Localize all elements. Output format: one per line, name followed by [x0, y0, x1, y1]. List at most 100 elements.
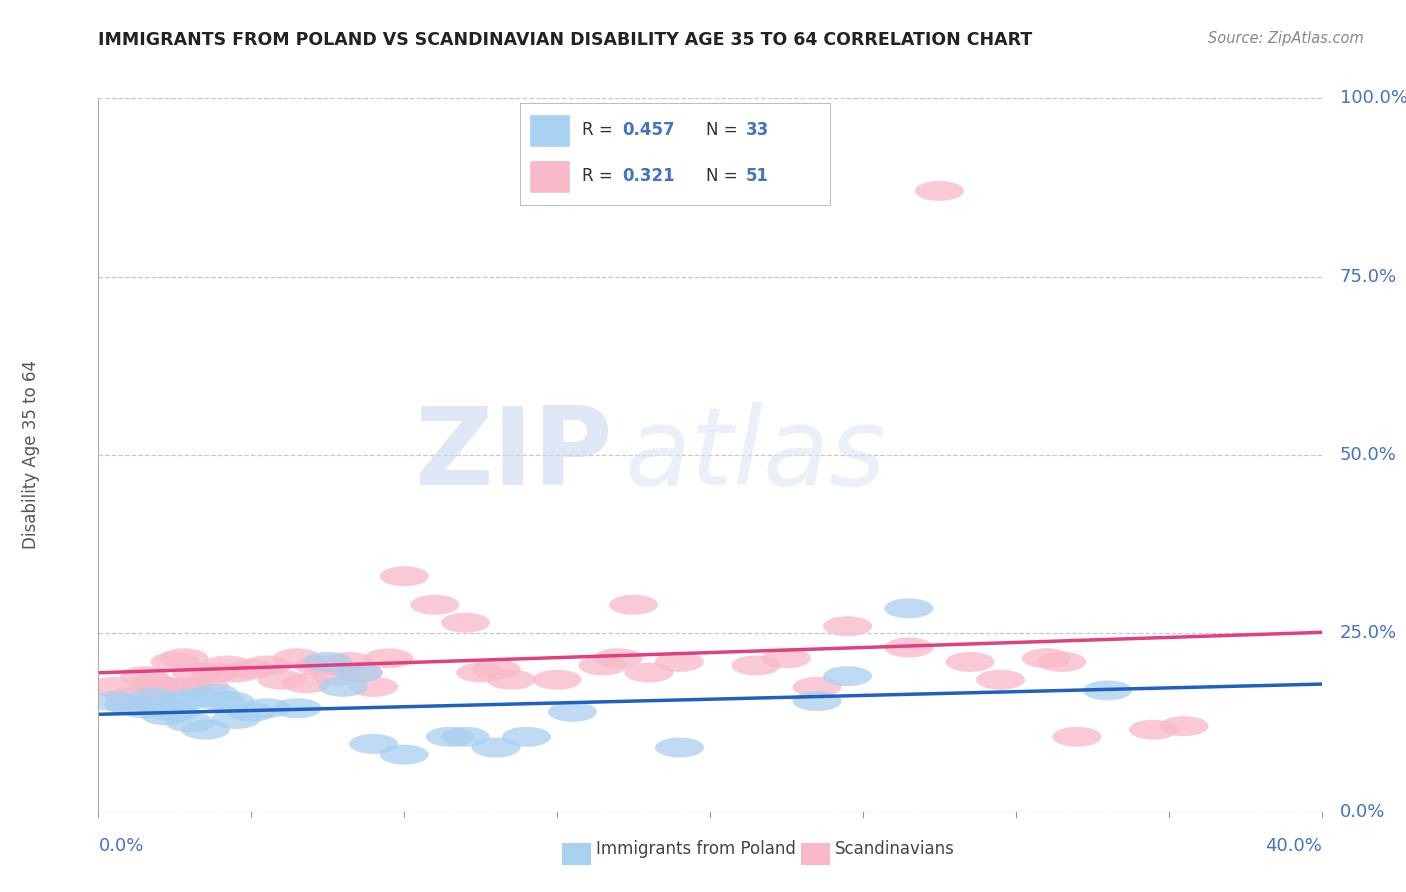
Ellipse shape [471, 659, 520, 679]
Ellipse shape [884, 599, 934, 618]
Ellipse shape [104, 688, 153, 707]
Ellipse shape [181, 720, 231, 739]
Ellipse shape [160, 648, 208, 668]
Text: Source: ZipAtlas.com: Source: ZipAtlas.com [1208, 31, 1364, 46]
Ellipse shape [486, 670, 536, 690]
Ellipse shape [593, 648, 643, 668]
Ellipse shape [273, 698, 322, 718]
Ellipse shape [578, 656, 627, 675]
Ellipse shape [135, 695, 184, 714]
Ellipse shape [166, 713, 215, 732]
Ellipse shape [1053, 727, 1101, 747]
Ellipse shape [1160, 716, 1209, 736]
Text: atlas: atlas [624, 402, 886, 508]
Ellipse shape [349, 734, 398, 754]
Text: 50.0%: 50.0% [1340, 446, 1398, 464]
Ellipse shape [190, 663, 239, 682]
Text: 33: 33 [747, 121, 769, 139]
Ellipse shape [312, 666, 361, 686]
Ellipse shape [319, 677, 367, 697]
Ellipse shape [731, 656, 780, 675]
Ellipse shape [325, 652, 374, 672]
Ellipse shape [202, 656, 252, 675]
Ellipse shape [1129, 720, 1178, 739]
Ellipse shape [141, 677, 190, 697]
Text: Scandinavians: Scandinavians [835, 840, 955, 858]
Ellipse shape [380, 745, 429, 764]
Text: 100.0%: 100.0% [1340, 89, 1406, 107]
Bar [530, 160, 569, 193]
Ellipse shape [364, 648, 413, 668]
Ellipse shape [129, 688, 179, 707]
Text: 25.0%: 25.0% [1340, 624, 1398, 642]
Ellipse shape [471, 738, 520, 757]
Ellipse shape [411, 595, 460, 615]
Ellipse shape [104, 695, 153, 714]
Text: Disability Age 35 to 64: Disability Age 35 to 64 [22, 360, 41, 549]
Ellipse shape [205, 691, 254, 711]
Ellipse shape [129, 673, 179, 693]
Ellipse shape [135, 681, 184, 700]
Text: Immigrants from Poland: Immigrants from Poland [596, 840, 796, 858]
Text: ZIP: ZIP [413, 402, 612, 508]
Ellipse shape [257, 670, 307, 690]
Ellipse shape [226, 659, 276, 679]
Ellipse shape [197, 691, 245, 711]
Ellipse shape [226, 702, 276, 722]
Ellipse shape [1038, 652, 1087, 672]
Ellipse shape [1083, 681, 1132, 700]
Text: N =: N = [706, 168, 742, 186]
Ellipse shape [349, 677, 398, 697]
Text: 0.321: 0.321 [623, 168, 675, 186]
Ellipse shape [294, 656, 343, 675]
Ellipse shape [655, 652, 704, 672]
Ellipse shape [120, 666, 169, 686]
Ellipse shape [441, 613, 489, 632]
Text: 0.0%: 0.0% [98, 837, 143, 855]
Ellipse shape [150, 702, 200, 722]
Ellipse shape [166, 677, 215, 697]
Ellipse shape [89, 677, 138, 697]
Ellipse shape [533, 670, 582, 690]
Ellipse shape [823, 616, 872, 636]
Ellipse shape [304, 656, 353, 675]
Ellipse shape [190, 684, 239, 704]
Ellipse shape [976, 670, 1025, 690]
Text: 0.0%: 0.0% [1340, 803, 1385, 821]
Ellipse shape [456, 663, 505, 682]
Ellipse shape [181, 677, 231, 697]
Ellipse shape [333, 663, 382, 682]
Ellipse shape [945, 652, 994, 672]
Ellipse shape [624, 663, 673, 682]
Ellipse shape [172, 663, 221, 682]
Ellipse shape [793, 691, 842, 711]
Ellipse shape [89, 691, 138, 711]
Ellipse shape [141, 706, 190, 725]
Text: 51: 51 [747, 168, 769, 186]
Ellipse shape [281, 673, 330, 693]
Ellipse shape [915, 181, 965, 201]
Text: 0.457: 0.457 [623, 121, 675, 139]
Ellipse shape [426, 727, 475, 747]
Ellipse shape [793, 677, 842, 697]
Ellipse shape [823, 666, 872, 686]
Bar [530, 114, 569, 146]
Text: IMMIGRANTS FROM POLAND VS SCANDINAVIAN DISABILITY AGE 35 TO 64 CORRELATION CHART: IMMIGRANTS FROM POLAND VS SCANDINAVIAN D… [98, 31, 1032, 49]
Ellipse shape [211, 709, 260, 729]
Ellipse shape [380, 566, 429, 586]
Ellipse shape [655, 738, 704, 757]
Text: 40.0%: 40.0% [1265, 837, 1322, 855]
Ellipse shape [242, 656, 291, 675]
Ellipse shape [502, 727, 551, 747]
Ellipse shape [1022, 648, 1071, 668]
Ellipse shape [242, 698, 291, 718]
Ellipse shape [172, 688, 221, 707]
Ellipse shape [333, 663, 382, 682]
Ellipse shape [211, 663, 260, 682]
Ellipse shape [548, 702, 598, 722]
Ellipse shape [441, 727, 489, 747]
Ellipse shape [120, 698, 169, 718]
Text: R =: R = [582, 168, 619, 186]
Ellipse shape [273, 648, 322, 668]
Ellipse shape [150, 652, 200, 672]
